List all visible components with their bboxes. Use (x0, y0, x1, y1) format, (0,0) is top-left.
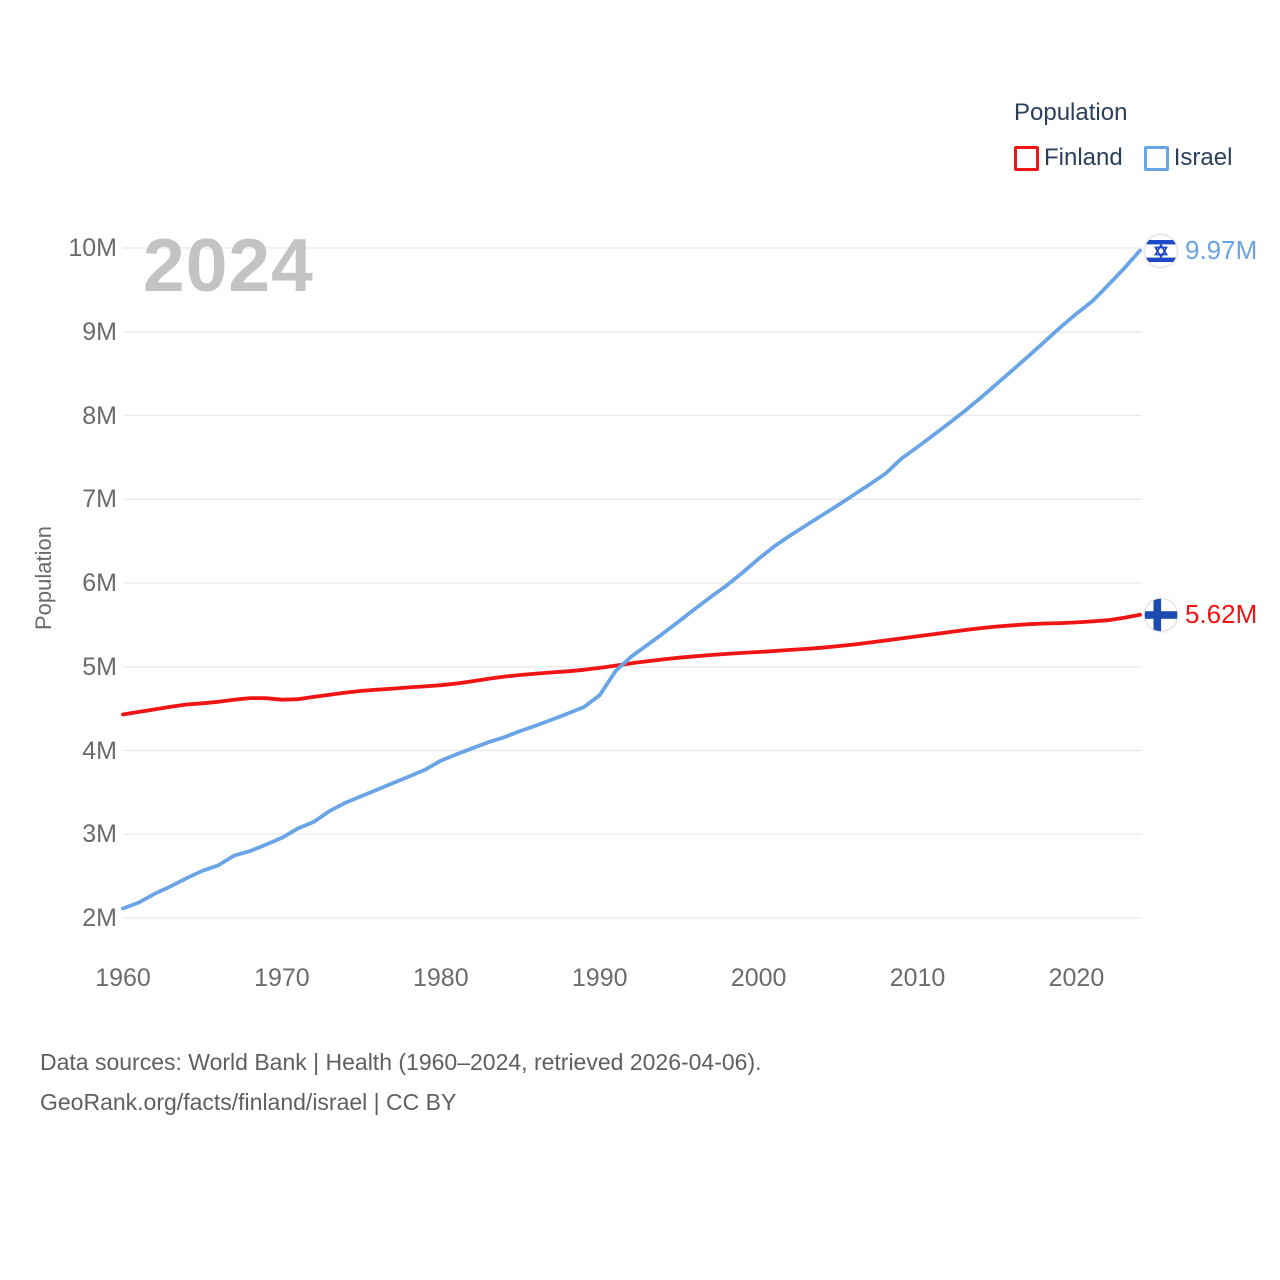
legend-label-israel: Israel (1173, 144, 1233, 171)
y-tick-label-8M: 8M (82, 401, 117, 430)
y-tick-label-10M: 10M (68, 234, 117, 262)
x-tick-label-2010: 2010 (889, 964, 946, 992)
footer: Data sources: World Bank | Health (1960–… (40, 1042, 762, 1122)
x-tick-label-2000: 2000 (730, 964, 787, 992)
israel-flag-icon (1144, 233, 1178, 268)
x-tick-label-1980: 1980 (413, 964, 469, 992)
israel-end-label: 9.97M (1144, 233, 1258, 268)
y-tick-label-4M: 4M (82, 736, 117, 765)
y-tick-label-9M: 9M (82, 317, 117, 346)
finland-end-label: 5.62M (1144, 598, 1257, 632)
finland-flag-icon (1144, 598, 1178, 632)
legend-items: Finland Israel (1014, 144, 1232, 172)
israel-end-value: 9.97M (1185, 235, 1258, 265)
x-tick-label-2020: 2020 (1048, 964, 1105, 992)
y-tick-label-5M: 5M (82, 652, 117, 681)
y-tick-label-3M: 3M (82, 820, 117, 849)
footer-data-sources: Data sources: World Bank | Health (1960–… (40, 1049, 762, 1075)
legend-item-israel[interactable]: Israel (1143, 144, 1233, 172)
y-tick-label-7M: 7M (82, 485, 117, 514)
israel-swatch (1143, 145, 1169, 171)
x-tick-label-1990: 1990 (571, 964, 628, 992)
legend-title: Population (1014, 99, 1128, 126)
finland-swatch (1014, 145, 1039, 171)
watermark-year: 2024 (143, 223, 314, 307)
footer-attribution: GeoRank.org/facts/finland/israel | CC BY (40, 1089, 457, 1115)
x-tick-label-1960: 1960 (95, 964, 151, 992)
finland-line (121, 612, 1142, 717)
legend-label-finland: Finland (1044, 144, 1123, 171)
legend-item-finland[interactable]: Finland (1014, 144, 1123, 172)
israel-line (121, 248, 1142, 911)
legend: Population Finland Israel (1014, 98, 1232, 172)
y-tick-label-2M: 2M (82, 904, 117, 932)
y-tick-label-6M: 6M (82, 569, 117, 597)
x-tick-label-1970: 1970 (254, 964, 310, 992)
finland-end-value: 5.62M (1185, 599, 1258, 630)
